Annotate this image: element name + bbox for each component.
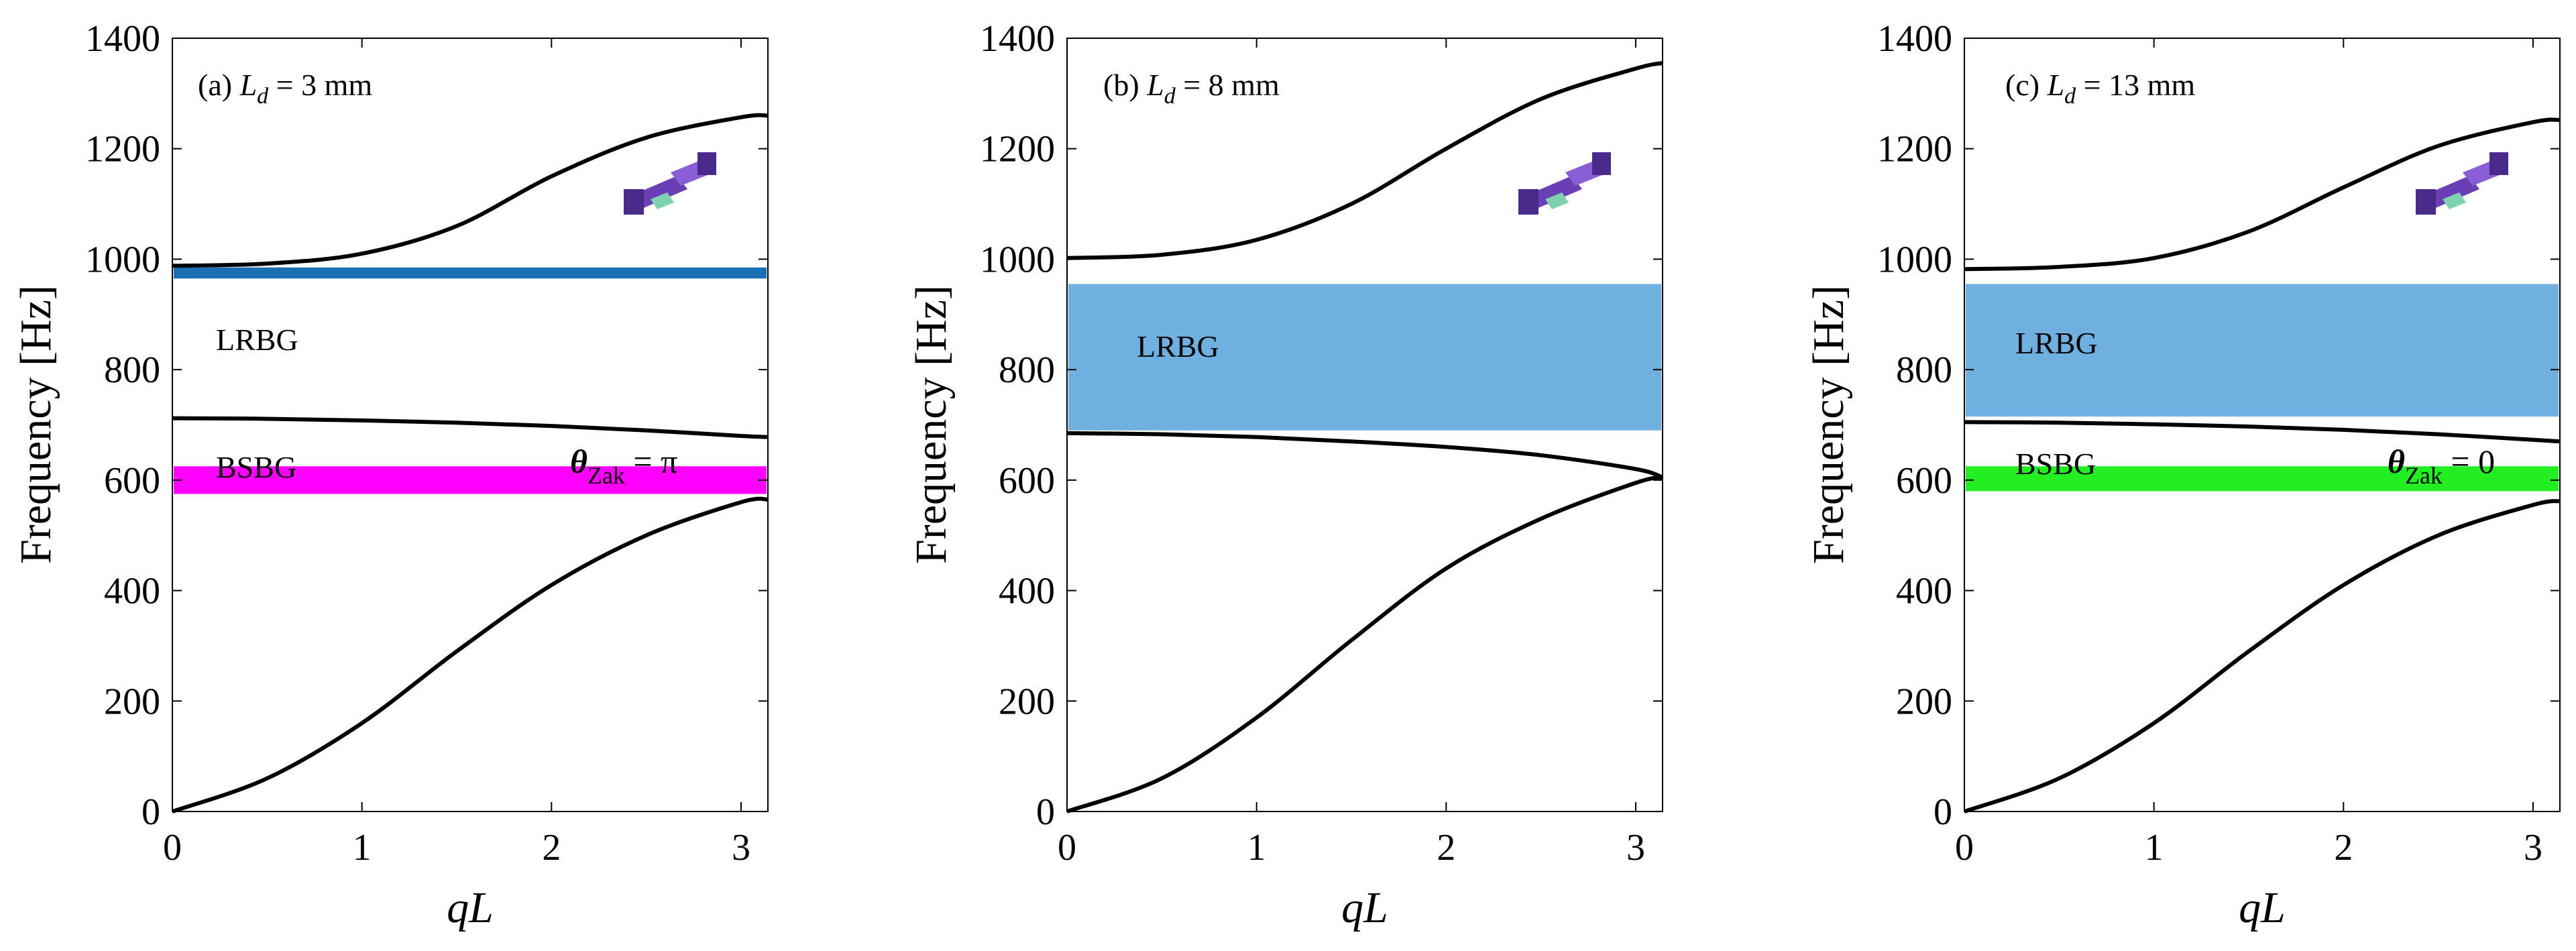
x-tick-label: 1 [2145,827,2164,869]
dispersion-curve-branch-1 [1066,475,1663,814]
y-tick-label: 800 [104,349,160,391]
unit-cell-part [1518,189,1538,215]
x-tick-label: 0 [1058,827,1076,869]
lrbg-band [1068,284,1661,431]
y-tick-label: 1400 [85,18,160,60]
unit-cell-part [1592,152,1611,175]
blue-band [174,267,767,279]
dispersion-curve-branch-1 [172,496,769,814]
bsbg-label: BSBG [216,450,296,484]
lrbg-label: LRBG [216,323,298,357]
y-tick-label: 600 [1896,460,1952,502]
y-tick-label: 200 [1896,681,1952,722]
y-tick-label: 1400 [1877,18,1952,60]
y-tick-label: 200 [104,681,160,722]
panel-c: 0 1 2 3 0 200 400 600 800 1000 1200 1400 (c) Ld = 1… [1804,18,2561,932]
unit-cell-icon [1518,152,1611,215]
y-tick-label: 600 [104,460,160,502]
x-axis-label: qL [1341,883,1388,932]
unit-cell-part [651,192,674,209]
unit-cell-icon [624,152,716,215]
y-tick-label: 1200 [85,129,160,170]
x-tick-label: 0 [163,827,182,869]
lrbg-band [1966,284,2559,417]
unit-cell-part [1545,192,1569,209]
x-tick-label: 3 [1626,827,1645,869]
dispersion-curve-branch-2 [172,416,769,439]
y-tick-label: 600 [999,460,1055,502]
unit-cell-part [2422,176,2479,209]
y-tick-label: 1200 [980,129,1055,170]
x-tick-label: 3 [732,827,750,869]
y-tick-label: 400 [999,571,1055,612]
axes-box [172,38,769,812]
unit-cell-icon [2416,152,2508,215]
y-tick-label: 0 [1036,791,1055,833]
green-band [1966,466,2559,492]
panel-b: 0 1 2 3 0 200 400 600 800 1000 1200 1400 (b) Ld = 8… [907,18,1664,932]
y-axis-label: Frequency [Hz] [907,285,956,564]
y-axis-label: Frequency [Hz] [1804,285,1853,564]
x-tick-label: 0 [1955,827,1974,869]
dispersion-curve-branch-2 [1964,420,2561,444]
panel-label: (a) Ld = 3 mm [198,68,372,109]
unit-cell-part [630,176,687,209]
dispersion-curve-branch-3 [172,113,769,268]
y-tick-label: 0 [1934,791,1952,833]
unit-cell-part [2443,192,2466,209]
panel-a: 0 1 2 3 0 200 400 600 800 1000 1200 1400 (a) Ld = 3… [11,18,769,932]
y-tick-label: 1000 [1877,239,1952,280]
unit-cell-part [2489,152,2508,175]
unit-cell-part [624,189,644,215]
x-tick-label: 2 [1437,827,1455,869]
y-tick-label: 200 [999,681,1055,722]
y-tick-label: 1200 [1877,129,1952,170]
dispersion-curve-branch-3 [1066,61,1663,260]
x-axis-label: qL [447,883,494,932]
y-axis-label: Frequency [Hz] [11,285,60,564]
x-axis-label: qL [2239,883,2286,932]
x-tick-label: 2 [2334,827,2353,869]
panel-label: (b) Ld = 8 mm [1103,68,1280,109]
zak-phase-label: θZak = 0 [2388,443,2495,489]
bsbg-label: BSBG [2015,447,2096,481]
y-tick-label: 1400 [980,18,1055,60]
axes-box [1066,38,1663,812]
panel-label: (c) Ld = 13 mm [2005,68,2195,109]
y-tick-label: 1000 [85,239,160,280]
dispersion-curve-branch-2 [1066,431,1664,480]
unit-cell-part [2416,189,2436,215]
y-tick-label: 0 [142,791,160,833]
x-tick-label: 1 [1247,827,1266,869]
y-tick-label: 400 [1896,571,1952,612]
y-tick-label: 400 [104,571,160,612]
unit-cell-part [697,152,716,175]
dispersion-curve-branch-1 [1964,499,2561,814]
y-tick-label: 1000 [980,239,1055,280]
unit-cell-part [1525,176,1582,209]
axes-box [1964,38,2561,812]
dispersion-curve-branch-3 [1964,117,2561,272]
zak-phase-label: θZak = π [570,443,677,489]
lrbg-label: LRBG [2015,326,2098,360]
x-tick-label: 1 [353,827,372,869]
x-tick-label: 3 [2524,827,2542,869]
magenta-band [174,466,767,494]
x-tick-label: 2 [542,827,561,869]
y-tick-label: 800 [1896,349,1952,391]
lrbg-label: LRBG [1137,329,1219,363]
y-tick-label: 800 [999,349,1055,391]
